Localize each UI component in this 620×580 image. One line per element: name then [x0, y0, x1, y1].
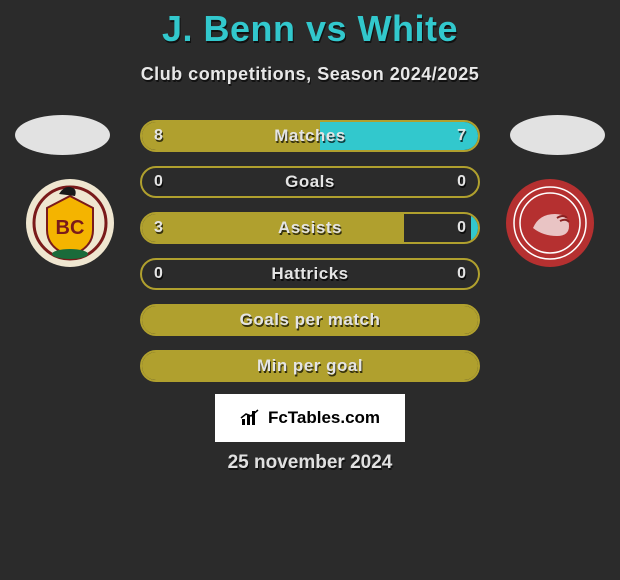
- right-player-ellipse: [510, 115, 605, 155]
- bar-label: Goals per match: [142, 306, 478, 334]
- left-player-ellipse: [15, 115, 110, 155]
- subtitle: Club competitions, Season 2024/2025: [0, 64, 620, 85]
- bar-label: Assists: [142, 214, 478, 242]
- bar-label: Matches: [142, 122, 478, 150]
- left-club-badge: BC: [25, 178, 115, 268]
- chart-icon: [240, 409, 262, 427]
- bar-label: Hattricks: [142, 260, 478, 288]
- page-title: J. Benn vs White: [0, 0, 620, 50]
- comparison-bars: 87Matches 00Goals 30Assists 00Hattricks Goal…: [140, 120, 480, 396]
- fctables-text: FcTables.com: [268, 408, 380, 428]
- stat-bar-hattricks: 00Hattricks: [140, 258, 480, 290]
- right-club-badge: [505, 178, 595, 268]
- stat-bar-min-per-goal: Min per goal: [140, 350, 480, 382]
- fctables-watermark: FcTables.com: [215, 394, 405, 442]
- stat-bar-goals-per-match: Goals per match: [140, 304, 480, 336]
- stat-bar-assists: 30Assists: [140, 212, 480, 244]
- stat-bar-matches: 87Matches: [140, 120, 480, 152]
- stat-bar-goals: 00Goals: [140, 166, 480, 198]
- bar-label: Min per goal: [142, 352, 478, 380]
- svg-text:BC: BC: [56, 217, 85, 239]
- bar-label: Goals: [142, 168, 478, 196]
- date-text: 25 november 2024: [0, 452, 620, 474]
